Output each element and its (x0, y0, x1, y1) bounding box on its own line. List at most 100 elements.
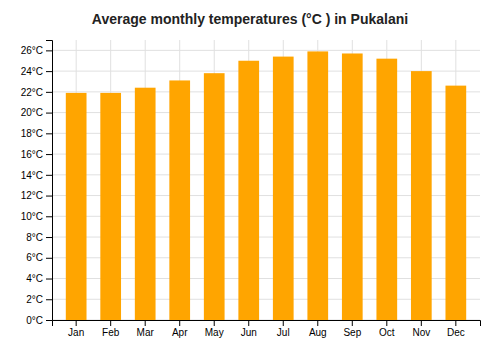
tick-mark (46, 279, 52, 280)
tick-label: May (205, 327, 224, 338)
bar (204, 73, 225, 320)
tick-label: Feb (102, 327, 120, 338)
tick-mark (352, 320, 353, 326)
tick: Jul (277, 320, 290, 338)
tick: Apr (172, 320, 188, 338)
tick-mark (46, 154, 52, 155)
tick-label: Oct (379, 327, 395, 338)
tick: 2°C (26, 294, 52, 305)
tick-label: 10°C (21, 211, 43, 222)
grid (52, 40, 480, 320)
tick-label: 24°C (21, 66, 43, 77)
tick-mark (317, 320, 318, 326)
plot: 0°C 2°C 4°C 6°C 8°C 10°C 12°C 14°C 16°C 18°C 20°C 2… (21, 40, 481, 338)
tick-label: Dec (447, 327, 465, 338)
tick-label: 20°C (21, 107, 43, 118)
tick: Sep (343, 320, 361, 338)
tick-mark (46, 237, 52, 238)
tick-mark (214, 320, 215, 326)
tick-mark (110, 320, 111, 326)
tick: 12°C (21, 190, 52, 201)
tick: Dec (447, 320, 465, 338)
tick-label: 22°C (21, 87, 43, 98)
bar (273, 57, 294, 320)
tick-label: 18°C (21, 128, 43, 139)
bar (307, 51, 328, 320)
title: Average monthly temperatures (°C ) in Pu… (92, 11, 408, 27)
bar (238, 61, 259, 320)
bar (445, 86, 466, 320)
tick-label: 0°C (26, 315, 43, 326)
tick-mark (46, 92, 52, 93)
tick: Jan (68, 320, 84, 338)
grid-line-y (52, 50, 480, 51)
tick: 4°C (26, 273, 52, 284)
tick-mark (46, 113, 52, 114)
tick: 26°C (21, 45, 52, 56)
tick: Aug (309, 320, 327, 338)
tick-mark (46, 71, 52, 72)
tick-mark (421, 320, 422, 326)
tick: 6°C (26, 252, 52, 263)
tick-label: 12°C (21, 190, 43, 201)
tick-label: Jan (68, 327, 84, 338)
bar (342, 53, 363, 320)
tick-label: 6°C (26, 252, 43, 263)
tick: 14°C (21, 170, 52, 181)
tick-label: 4°C (26, 273, 43, 284)
tick-mark (46, 196, 52, 197)
tick-label: Jun (241, 327, 257, 338)
tick-mark (46, 133, 52, 134)
tick-mark (248, 320, 249, 326)
bar (411, 71, 432, 320)
tick-label: Mar (137, 327, 155, 338)
tick-label: Sep (343, 327, 361, 338)
bar (169, 80, 190, 320)
tick: 18°C (21, 128, 52, 139)
tick: Mar (137, 320, 155, 338)
tick-label: Apr (172, 327, 188, 338)
tick-mark (455, 320, 456, 326)
tick: 0°C (26, 315, 52, 326)
tick: May (205, 320, 224, 338)
tick: Jun (241, 320, 257, 338)
tick-mark (46, 50, 52, 51)
tick-label: Jul (277, 327, 290, 338)
y-axis: 0°C 2°C 4°C 6°C 8°C 10°C 12°C 14°C 16°C 18°C 20°C 2… (21, 41, 53, 326)
tick-label: Nov (412, 327, 430, 338)
tick-mark (46, 320, 52, 321)
tick-mark (46, 299, 52, 300)
axis-line (53, 321, 481, 327)
bar (376, 59, 397, 320)
tick-mark (46, 258, 52, 259)
bar (135, 88, 156, 320)
chart: 0°C 2°C 4°C 6°C 8°C 10°C 12°C 14°C 16°C 18°C 20°C 2… (0, 0, 500, 350)
tick: 22°C (21, 87, 52, 98)
tick: 20°C (21, 107, 52, 118)
tick: 10°C (21, 211, 52, 222)
tick: 16°C (21, 149, 52, 160)
tick-mark (46, 216, 52, 217)
tick-mark (386, 320, 387, 326)
tick: Oct (379, 320, 395, 338)
tick-label: 14°C (21, 170, 43, 181)
tick-label: 8°C (26, 232, 43, 243)
tick: 8°C (26, 232, 52, 243)
tick-mark (46, 175, 52, 176)
tick: Nov (412, 320, 430, 338)
tick-mark (179, 320, 180, 326)
tick-mark (76, 320, 77, 326)
x-axis: Jan Feb Mar Apr May Jun Jul Aug Sep Oct Nov Dec (53, 320, 481, 338)
tick-label: Aug (309, 327, 327, 338)
axis-line (46, 41, 53, 321)
tick-mark (283, 320, 284, 326)
tick-label: 16°C (21, 149, 43, 160)
tick-label: 2°C (26, 294, 43, 305)
tick-mark (145, 320, 146, 326)
tick-label: 26°C (21, 45, 43, 56)
tick: Feb (102, 320, 120, 338)
bars (66, 51, 466, 320)
tick: 24°C (21, 66, 52, 77)
bar (100, 93, 121, 320)
bar (66, 93, 87, 320)
